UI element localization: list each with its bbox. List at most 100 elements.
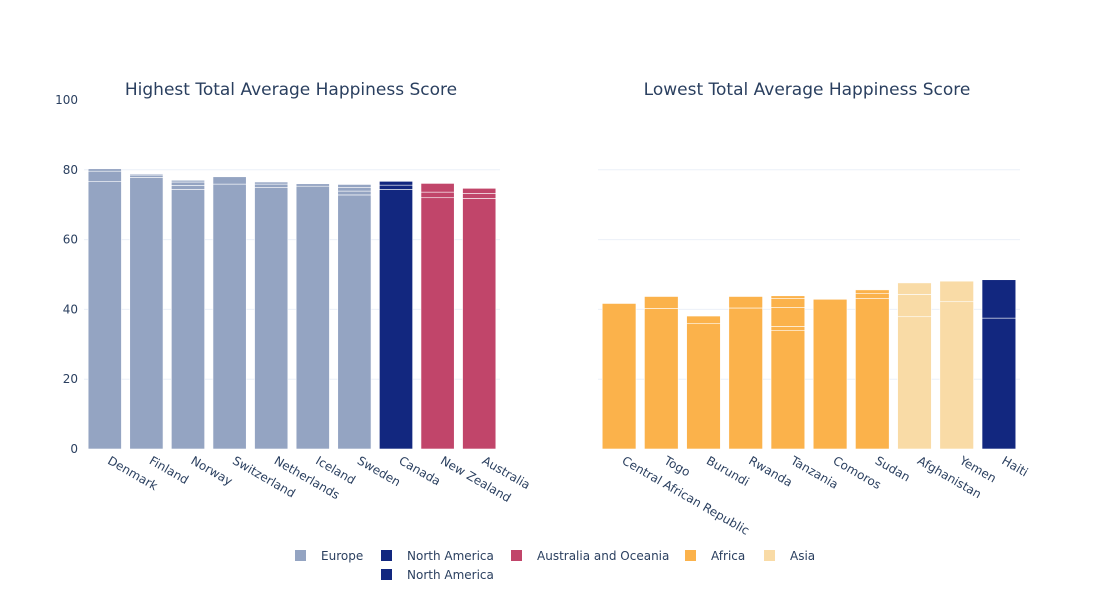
x-tick-label: Rwanda	[746, 453, 795, 489]
bar-segment[interactable]	[770, 298, 806, 308]
bar-segment[interactable]	[379, 181, 413, 186]
bar-segment[interactable]	[87, 170, 122, 182]
x-tick-label: Norway	[189, 453, 235, 488]
bar-segment[interactable]	[420, 191, 455, 199]
bar-segment[interactable]	[129, 177, 164, 450]
bar-segment[interactable]	[686, 323, 721, 450]
bar-new-zealand[interactable]	[420, 183, 455, 450]
x-tick-label: Haiti	[999, 453, 1030, 479]
bar-segment[interactable]	[770, 330, 806, 450]
chart-title: Highest Total Average Happiness Score	[125, 80, 457, 100]
bar-segment[interactable]	[87, 168, 122, 172]
bar-sweden[interactable]	[337, 184, 372, 450]
bar-segment[interactable]	[129, 173, 164, 176]
bar-segment[interactable]	[462, 198, 497, 450]
bar-segment[interactable]	[939, 280, 974, 303]
bar-segment[interactable]	[295, 183, 330, 187]
bar-finland[interactable]	[129, 173, 164, 450]
bar-segment[interactable]	[171, 189, 205, 450]
bar-segment[interactable]	[812, 298, 848, 450]
legend-item-africa[interactable]: Africa	[685, 549, 745, 563]
bar-segment[interactable]	[770, 326, 806, 331]
bar-tanzania[interactable]	[770, 295, 806, 450]
bar-iceland[interactable]	[295, 183, 330, 450]
bar-segment[interactable]	[462, 187, 497, 194]
bar-segment[interactable]	[337, 190, 372, 196]
bar-segment[interactable]	[897, 316, 932, 450]
bar-segment[interactable]	[171, 181, 205, 186]
legend-item-europe[interactable]: Europe	[295, 549, 363, 563]
chart-title: Lowest Total Average Happiness Score	[644, 80, 971, 100]
bar-segment[interactable]	[855, 298, 890, 450]
bar-switzerland[interactable]	[212, 176, 247, 450]
y-tick-label: 100	[55, 93, 78, 107]
y-tick-label: 0	[70, 442, 78, 456]
bar-segment[interactable]	[212, 183, 247, 450]
bar-segment[interactable]	[981, 317, 1017, 450]
legend-label: Asia	[790, 549, 815, 563]
bar-central-african-republic[interactable]	[601, 303, 637, 450]
bar-segment[interactable]	[420, 197, 455, 450]
bar-burundi[interactable]	[686, 315, 721, 450]
x-tick-label: Tanzania	[788, 453, 841, 492]
legend-item-asia[interactable]: Asia	[764, 549, 815, 563]
y-tick-label: 40	[63, 302, 78, 316]
bar-comoros[interactable]	[812, 298, 848, 450]
bar-australia[interactable]	[462, 187, 497, 450]
bar-segment[interactable]	[897, 294, 932, 318]
legend-label: Europe	[321, 549, 363, 563]
bar-segment[interactable]	[897, 282, 932, 295]
bar-segment[interactable]	[644, 308, 679, 450]
bar-segment[interactable]	[770, 295, 806, 299]
bar-segment[interactable]	[855, 293, 890, 299]
bar-netherlands[interactable]	[254, 181, 289, 450]
bar-segment[interactable]	[462, 193, 497, 199]
bar-segment[interactable]	[337, 194, 372, 450]
legend-swatch	[295, 550, 306, 561]
bar-segment[interactable]	[770, 307, 806, 327]
bar-norway[interactable]	[171, 179, 205, 450]
legend-swatch	[381, 550, 392, 561]
bar-segment[interactable]	[171, 179, 205, 183]
legend-label: North America	[407, 568, 494, 582]
bar-segment[interactable]	[601, 303, 637, 450]
bar-segment[interactable]	[295, 185, 330, 450]
bar-canada[interactable]	[379, 181, 413, 450]
bar-segment[interactable]	[728, 307, 763, 450]
legend-item-north-america[interactable]: North America	[381, 549, 494, 563]
bar-segment[interactable]	[254, 181, 289, 185]
bar-segment[interactable]	[981, 279, 1017, 319]
bar-togo[interactable]	[644, 296, 679, 450]
bar-afghanistan[interactable]	[897, 282, 932, 450]
bar-segment[interactable]	[939, 301, 974, 450]
bar-sudan[interactable]	[855, 289, 890, 450]
bar-denmark[interactable]	[87, 168, 122, 450]
legend-item-north-america[interactable]: North America	[381, 568, 494, 582]
bar-haiti[interactable]	[981, 279, 1017, 450]
legend-label: North America	[407, 549, 494, 563]
bar-segment[interactable]	[337, 187, 372, 192]
bar-segment[interactable]	[855, 289, 890, 294]
bar-segment[interactable]	[644, 296, 679, 309]
bar-segment[interactable]	[420, 183, 455, 193]
bar-segment[interactable]	[728, 296, 763, 309]
bar-segment[interactable]	[129, 174, 164, 178]
bar-segment[interactable]	[379, 189, 413, 450]
bar-segment[interactable]	[212, 176, 247, 185]
bar-yemen[interactable]	[939, 280, 974, 450]
bar-segment[interactable]	[686, 315, 721, 325]
legend-swatch	[511, 550, 522, 561]
legend: Europe North America Australia and Oceania…	[295, 549, 815, 582]
bar-rwanda[interactable]	[728, 296, 763, 450]
bar-segment[interactable]	[87, 181, 122, 450]
bar-segment[interactable]	[254, 187, 289, 450]
bar-segment[interactable]	[337, 184, 372, 188]
legend-swatch	[381, 569, 392, 580]
bar-segment[interactable]	[379, 184, 413, 190]
bar-segment[interactable]	[254, 183, 289, 188]
y-tick-label: 60	[63, 233, 78, 247]
panel-highest: Highest Total Average Happiness Score 0 20…	[55, 80, 533, 505]
bar-segment[interactable]	[171, 185, 205, 190]
legend-item-australia-and-oceania[interactable]: Australia and Oceania	[511, 549, 669, 563]
